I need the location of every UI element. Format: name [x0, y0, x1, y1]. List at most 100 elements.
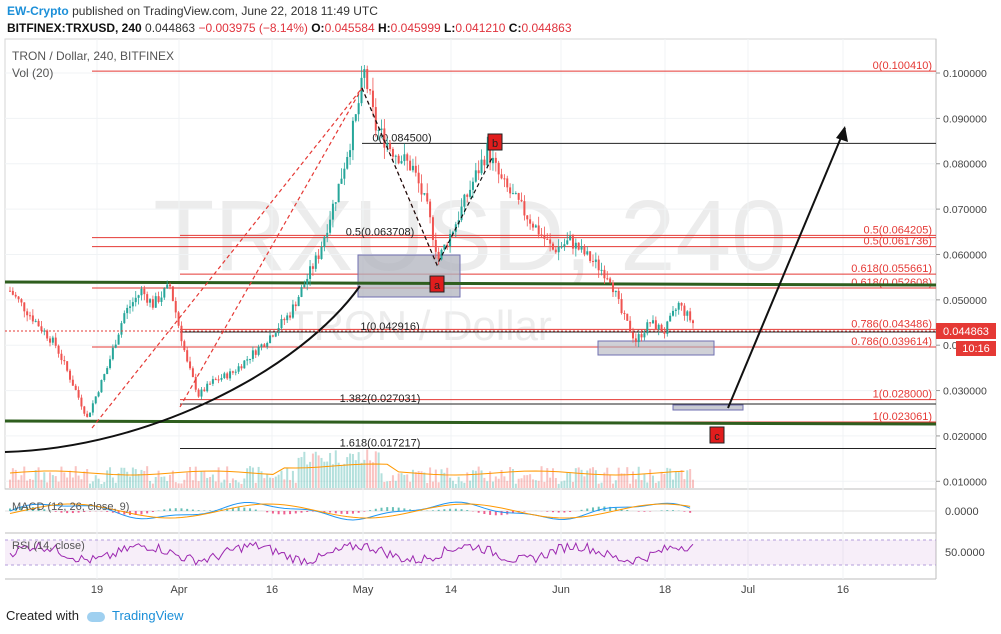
candle-body: [180, 325, 183, 342]
candle-body: [223, 373, 226, 378]
candle-body: [423, 193, 426, 195]
candle-body: [314, 255, 317, 269]
volume-bar: [543, 481, 546, 488]
arrow-head: [836, 126, 848, 142]
wave-label-a[interactable]: a: [429, 275, 445, 293]
zone-support[interactable]: [597, 340, 715, 356]
fib-label: 0.786(0.043486): [851, 318, 932, 330]
volume-bar: [540, 466, 543, 488]
wave-label-b[interactable]: b: [487, 133, 503, 151]
volume-bar: [126, 471, 129, 488]
volume-bar: [383, 481, 386, 488]
volume-bar: [209, 476, 212, 488]
time-axis[interactable]: 19 Apr 16 May 14 Jun 18 Jul 16: [91, 584, 849, 596]
volume-bar: [686, 470, 689, 488]
volume-bar: [483, 477, 486, 488]
arc-curve[interactable]: [4, 285, 361, 453]
support-line-upper[interactable]: [4, 280, 937, 287]
dashed-abc[interactable]: [361, 87, 493, 267]
macd-histogram-bar: [71, 511, 74, 514]
candle-body: [674, 309, 677, 311]
legend-title: TRON / Dollar, 240, BITFINEX: [12, 49, 174, 63]
candle-body: [523, 201, 526, 216]
volume-bar: [263, 478, 266, 488]
dashed-wave-2[interactable]: [179, 87, 363, 408]
candle-body: [683, 305, 686, 316]
candle-body: [557, 246, 560, 253]
candle-body: [509, 187, 512, 194]
candle-body: [354, 114, 357, 121]
volume-bar: [474, 470, 477, 488]
candle-body: [463, 194, 466, 207]
volume-bar: [454, 483, 457, 488]
volume-bar: [683, 479, 686, 488]
price-axis[interactable]: 0.100000 0.090000 0.080000 0.070000 0.060000…: [936, 68, 987, 488]
macd-histogram-bar: [569, 511, 572, 513]
wave-label-c[interactable]: c: [709, 426, 725, 444]
candle-body: [303, 284, 306, 288]
macd-histogram-bar: [346, 511, 349, 514]
volume-bar: [37, 467, 40, 488]
volume-bar: [589, 468, 592, 488]
volume-bar: [154, 476, 157, 488]
macd-histogram-bar: [300, 511, 303, 513]
volume-bar: [566, 472, 569, 488]
volume-bar: [266, 474, 269, 488]
volume-bar: [680, 470, 683, 488]
candle-body: [391, 149, 394, 157]
volume-bar: [171, 470, 174, 488]
macd-histogram-bar: [614, 507, 617, 511]
tradingview-link[interactable]: TradingView: [112, 608, 184, 623]
candle-body: [434, 239, 437, 252]
candle-body: [686, 311, 689, 316]
candle-body: [220, 377, 223, 380]
volume-bar: [277, 474, 280, 488]
candle-body: [166, 284, 169, 289]
candle-body: [203, 389, 206, 392]
volume-bar: [160, 476, 163, 488]
candle-body: [666, 321, 669, 334]
volume-bar: [417, 471, 420, 488]
candle-body: [520, 199, 523, 202]
price-tick-label: 0.050000: [943, 295, 987, 307]
volume-bar: [200, 471, 203, 488]
volume-bar: [223, 479, 226, 488]
volume-bar: [86, 469, 89, 488]
fib-label: 1(0.023061): [873, 411, 932, 423]
candle-body: [186, 350, 189, 362]
author-name[interactable]: EW-Crypto: [7, 4, 69, 18]
volume-bar: [594, 470, 597, 488]
candle-body: [480, 159, 483, 174]
volume-bar: [280, 470, 283, 488]
rsi-pane: [9, 541, 694, 566]
volume-bar: [397, 473, 400, 488]
volume-bar: [300, 457, 303, 488]
volume-bar: [137, 474, 140, 488]
volume-bar: [631, 471, 634, 488]
candle-body: [123, 313, 126, 324]
candle-body: [349, 150, 352, 158]
volume-bar: [506, 480, 509, 488]
publish-line: EW-Crypto published on TradingView.com, …: [7, 4, 378, 18]
watermark-name: TRON / Dollar: [288, 302, 552, 349]
candle-body: [31, 315, 34, 322]
candle-body: [486, 143, 489, 166]
candle-body: [409, 160, 412, 171]
volume-bar: [571, 481, 574, 488]
volume-bar: [103, 482, 106, 488]
support-line-lower[interactable]: [4, 419, 937, 426]
zone-target[interactable]: [672, 404, 744, 411]
macd-histogram-bar: [146, 511, 149, 514]
macd-histogram-bar: [683, 511, 686, 512]
volume-ma-line: [9, 463, 685, 476]
projection-arrow[interactable]: [727, 127, 846, 409]
macd-histogram-bar: [454, 508, 457, 511]
volume-bar: [69, 470, 72, 488]
volume-bar: [666, 467, 669, 488]
candle-body: [360, 77, 363, 104]
volume-bar: [63, 472, 66, 488]
zone-a[interactable]: [357, 254, 461, 298]
candle-body: [257, 346, 260, 355]
volume-bar: [617, 467, 620, 488]
